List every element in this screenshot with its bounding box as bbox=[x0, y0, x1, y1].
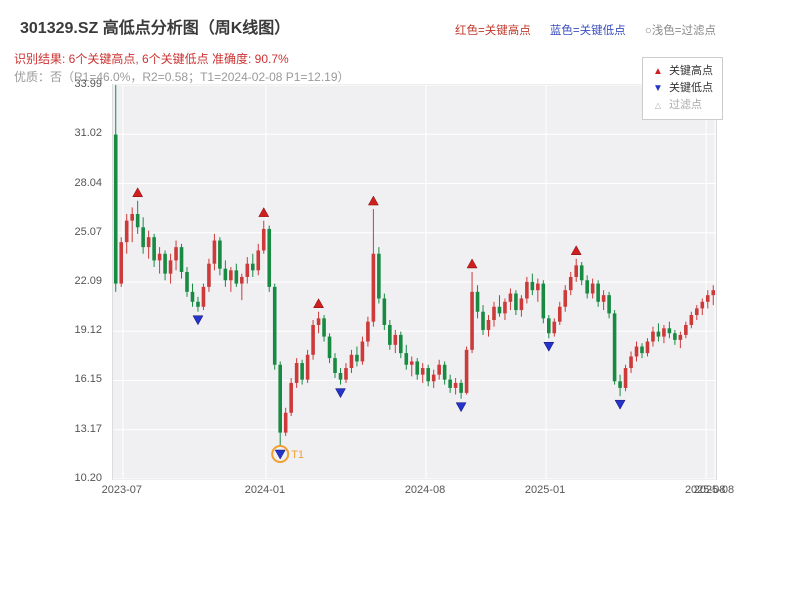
x-axis-tick-label: 2025-08 bbox=[693, 484, 735, 496]
y-axis-tick-label: 25.07 bbox=[74, 225, 102, 238]
y-axis-tick-label: 13.17 bbox=[74, 422, 102, 435]
legend-label-filtered: 过滤点 bbox=[669, 99, 702, 111]
top-legend-filtered: ○浅色=过滤点 bbox=[644, 25, 717, 37]
quality-note-text: 优质：否（R1=46.0%，R2=0.58；T1=2024-02-08 P1=1… bbox=[14, 70, 350, 84]
page-title: 301329.SZ 高低点分析图（周K线图） bbox=[20, 20, 291, 37]
kline-chart-svg: T1 bbox=[113, 84, 716, 480]
x-axis-tick-label: 2023-07 bbox=[101, 484, 143, 496]
x-axis-labels: 2023-07 2024-01 2024-08 2025-01 2025-08 2025-… bbox=[102, 484, 734, 500]
x-axis-tick-label: 2024-08 bbox=[404, 484, 446, 496]
y-axis-tick-label: 31.02 bbox=[74, 127, 102, 140]
kline-plot-area: T1 bbox=[112, 84, 717, 480]
legend-row-key-high: ▲ 关键高点 bbox=[652, 63, 713, 80]
top-legend-key-high: 红色=关键高点 bbox=[455, 25, 531, 37]
t1-annotation-label: T1 bbox=[291, 449, 304, 461]
up-triangle-icon: ▲ bbox=[653, 66, 663, 77]
x-axis-tick-label: 2025-08 bbox=[684, 484, 726, 496]
y-axis-tick-label: 33.99 bbox=[74, 78, 102, 90]
x-axis-tick-label: 2025-01 bbox=[524, 484, 566, 496]
legend-label-key-high: 关键高点 bbox=[669, 65, 713, 77]
y-axis-tick-label: 28.04 bbox=[74, 176, 102, 189]
y-axis-tick-label: 22.09 bbox=[74, 275, 102, 288]
y-axis-tick-label: 16.15 bbox=[74, 373, 102, 386]
legend-row-key-low: ▼ 关键低点 bbox=[652, 80, 713, 97]
y-axis-tick-label: 19.12 bbox=[74, 324, 102, 337]
down-triangle-icon: ▼ bbox=[653, 83, 663, 94]
legend-label-key-low: 关键低点 bbox=[669, 82, 713, 94]
chart-legend-box: ▲ 关键高点 ▼ 关键低点 △ 过滤点 bbox=[642, 57, 723, 120]
y-axis-tick-label: 10.20 bbox=[74, 472, 102, 484]
outline-triangle-icon: △ bbox=[654, 101, 662, 110]
top-legend-key-low: 蓝色=关键低点 bbox=[549, 25, 626, 37]
top-legend: 红色=关键高点 蓝色=关键低点 ○浅色=过滤点 bbox=[455, 22, 716, 38]
recognition-result-text: 识别结果: 6个关键高点, 6个关键低点 准确度: 90.7% bbox=[14, 52, 289, 66]
legend-row-filtered: △ 过滤点 bbox=[652, 97, 713, 114]
x-axis-tick-label: 2024-01 bbox=[244, 484, 286, 496]
y-axis-labels: 33.99 31.02 28.04 25.07 22.09 19.12 16.15 13.17… bbox=[58, 78, 108, 484]
